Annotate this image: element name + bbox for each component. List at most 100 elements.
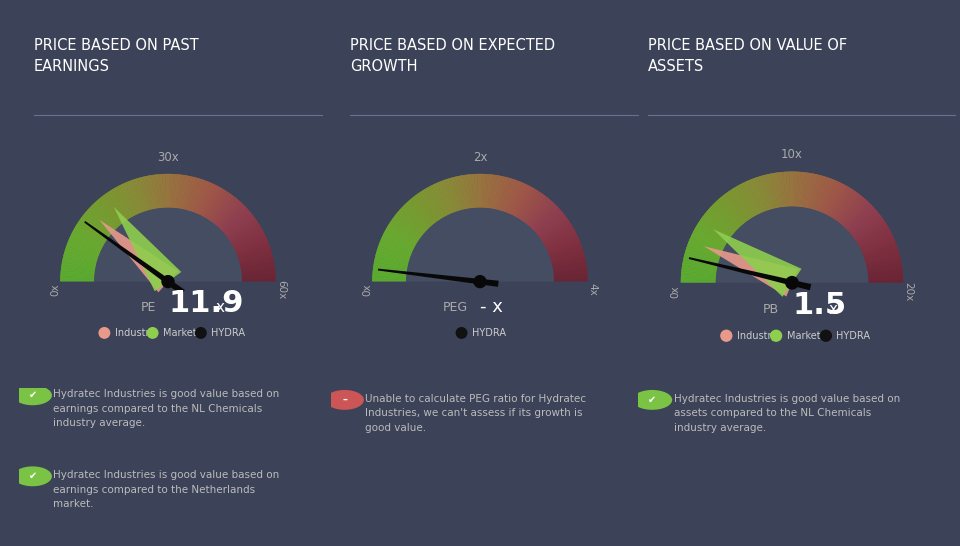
Wedge shape [60,273,94,278]
Wedge shape [542,223,572,243]
Wedge shape [539,216,567,238]
Wedge shape [458,176,467,209]
Wedge shape [78,221,108,241]
Wedge shape [545,230,576,248]
Wedge shape [542,223,572,243]
Wedge shape [193,180,206,212]
Wedge shape [234,233,265,250]
Wedge shape [766,174,776,209]
Polygon shape [378,269,498,287]
Wedge shape [830,186,851,218]
Wedge shape [86,210,113,234]
Wedge shape [684,257,718,267]
Wedge shape [540,221,570,241]
Wedge shape [174,174,180,208]
Wedge shape [196,182,212,214]
Wedge shape [79,218,108,240]
Wedge shape [510,183,526,215]
Wedge shape [387,225,417,245]
Circle shape [406,207,554,355]
Wedge shape [384,230,415,248]
Wedge shape [702,215,732,238]
Wedge shape [127,181,141,213]
Wedge shape [236,240,269,255]
Wedge shape [62,259,96,268]
Wedge shape [176,175,182,209]
Wedge shape [501,179,514,211]
Wedge shape [222,207,248,232]
Wedge shape [554,270,588,276]
Wedge shape [241,268,276,274]
Wedge shape [235,238,268,253]
Wedge shape [444,179,457,212]
Wedge shape [699,220,730,241]
Wedge shape [140,177,151,210]
Wedge shape [204,188,225,218]
Wedge shape [391,218,420,240]
Wedge shape [216,200,240,227]
Text: PEG: PEG [443,301,468,314]
Wedge shape [552,257,586,266]
Wedge shape [111,188,132,218]
Wedge shape [67,240,100,255]
Wedge shape [449,177,461,211]
Wedge shape [240,259,274,268]
Wedge shape [554,279,588,282]
Wedge shape [538,214,565,236]
Text: Unable to calculate PEG ratio for Hydratec
Industries, we can't assess if its gr: Unable to calculate PEG ratio for Hydrat… [366,394,587,432]
Wedge shape [706,211,734,235]
Wedge shape [537,212,564,235]
Wedge shape [529,201,554,228]
Circle shape [473,275,487,288]
Wedge shape [690,235,723,252]
Wedge shape [134,179,147,211]
Wedge shape [103,194,125,223]
Wedge shape [720,197,744,225]
Wedge shape [146,176,155,209]
Wedge shape [213,196,236,224]
Wedge shape [159,174,164,208]
Wedge shape [704,213,732,236]
Wedge shape [717,198,742,226]
Wedge shape [534,207,560,232]
Wedge shape [775,173,782,207]
Text: 11.9: 11.9 [168,289,244,318]
Wedge shape [729,189,751,220]
Wedge shape [234,235,267,252]
Wedge shape [780,172,786,207]
Wedge shape [866,254,900,265]
Wedge shape [468,174,474,208]
Wedge shape [90,205,116,231]
Wedge shape [490,175,497,209]
Text: 10x: 10x [781,148,803,161]
Wedge shape [848,206,875,232]
Circle shape [785,276,799,290]
Wedge shape [240,259,274,268]
Wedge shape [684,251,719,263]
Wedge shape [868,277,903,281]
Wedge shape [744,181,761,214]
Wedge shape [154,175,160,209]
Wedge shape [518,190,539,219]
Wedge shape [183,176,193,210]
Wedge shape [372,279,406,282]
Wedge shape [62,259,96,268]
Wedge shape [798,172,804,207]
Wedge shape [380,238,413,253]
Wedge shape [546,235,579,252]
Circle shape [94,207,242,355]
Circle shape [147,327,158,339]
Wedge shape [537,212,564,235]
Wedge shape [755,177,768,211]
Wedge shape [516,187,534,218]
Wedge shape [553,262,587,270]
Wedge shape [684,251,719,263]
Wedge shape [235,238,268,253]
Wedge shape [837,193,860,222]
Wedge shape [854,220,885,241]
Wedge shape [681,277,716,281]
Wedge shape [78,221,108,241]
Wedge shape [835,191,857,221]
Wedge shape [810,175,821,209]
Wedge shape [682,268,716,275]
